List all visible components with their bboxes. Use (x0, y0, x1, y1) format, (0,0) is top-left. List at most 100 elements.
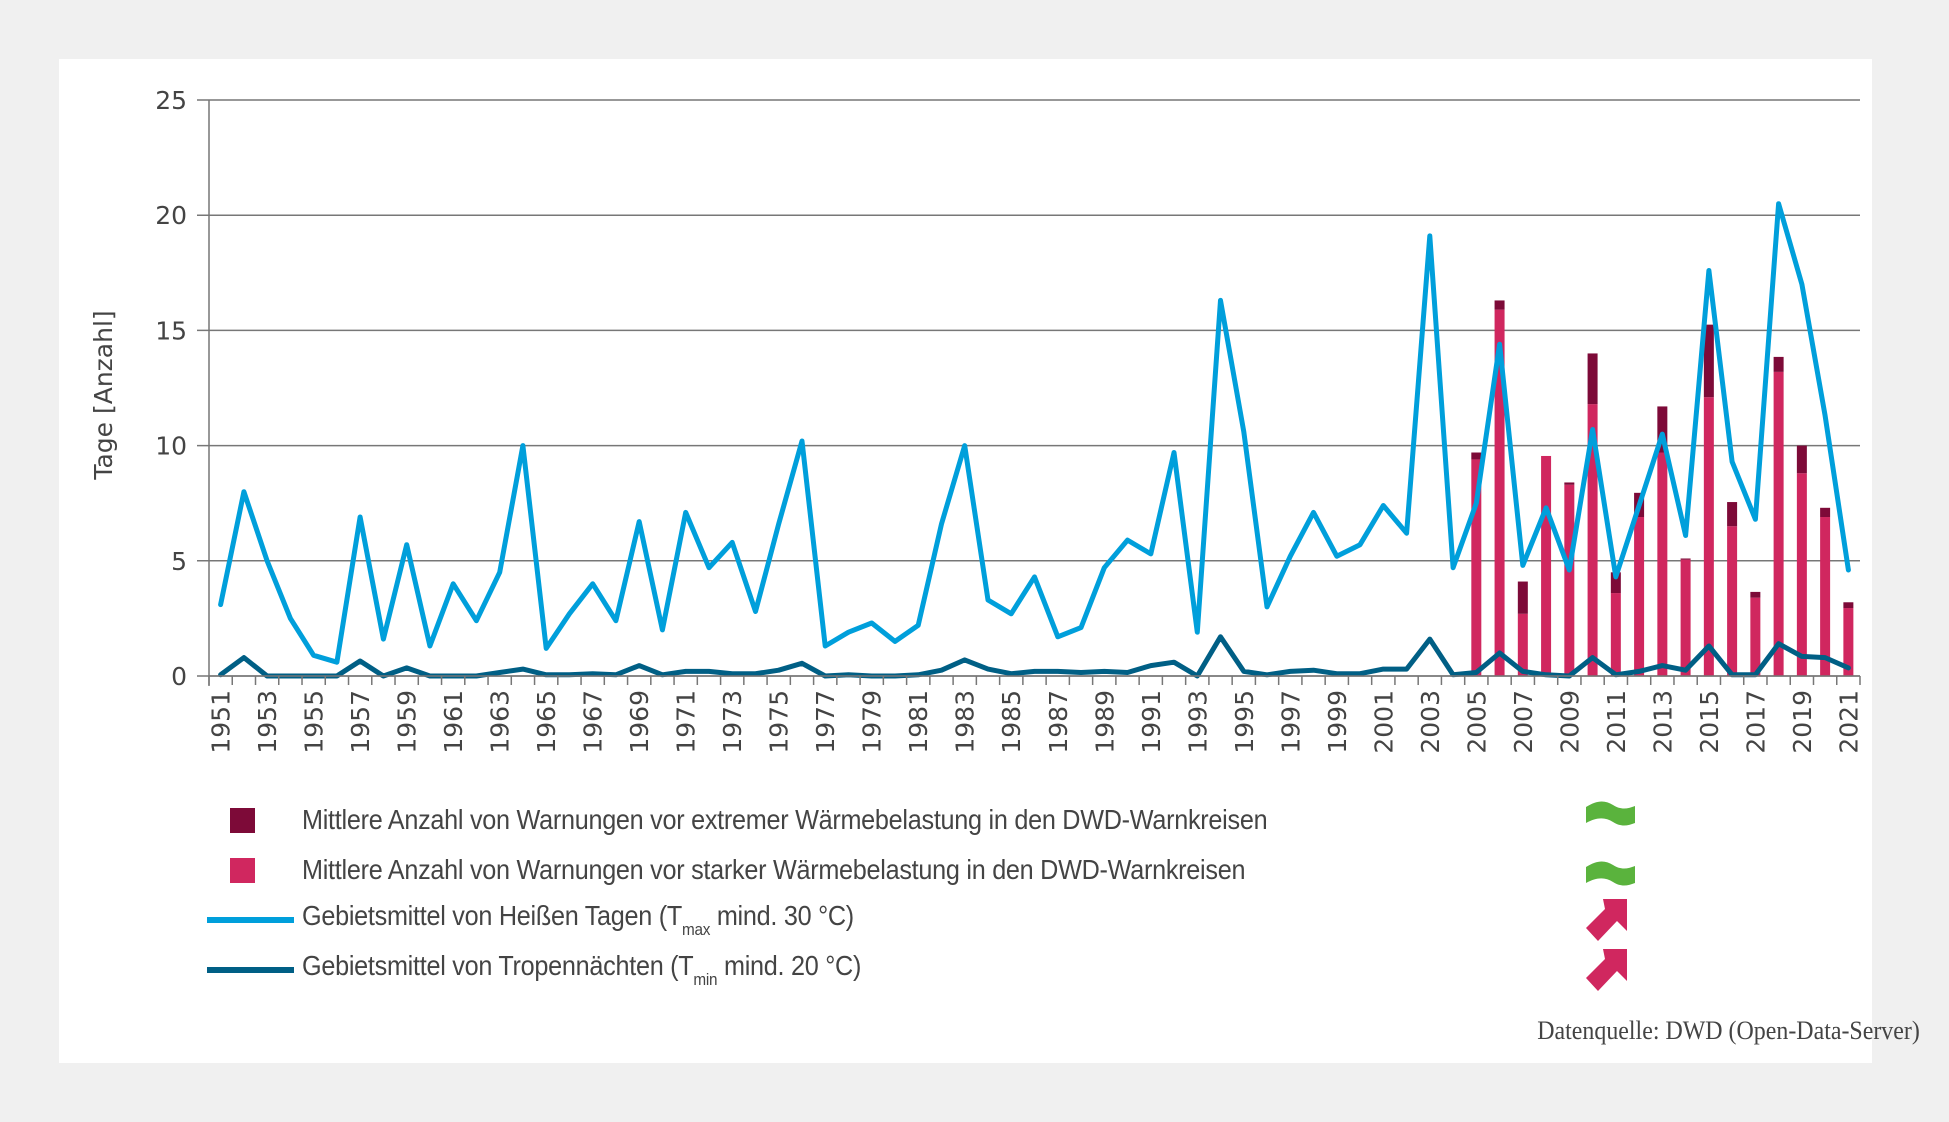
x-tick-label: 1957 (346, 690, 375, 754)
bars (1471, 300, 1854, 676)
y-axis-title: Tage [Anzahl] (89, 310, 118, 480)
x-axis: 1951 1953 1955 1957 1959 1961 1963 1965 1967 1969… (207, 675, 1863, 754)
x-tick-label: 1993 (1183, 690, 1212, 754)
legend-label: Gebietsmittel von Heißen Tagen (Tmax min… (302, 900, 854, 939)
bar-strong-warnings (1471, 459, 1482, 676)
x-tick-label: 1989 (1090, 690, 1119, 754)
x-tick-label: 1963 (486, 690, 515, 754)
tropical-nights-swatch (207, 967, 294, 973)
x-tick-label: 1979 (858, 690, 887, 754)
y-tick-label: 10 (155, 432, 187, 461)
x-tick-label: 2001 (1369, 690, 1398, 754)
bar-strong-warnings (1541, 455, 1552, 676)
bar-extreme-warnings (1703, 324, 1714, 398)
bar-extreme-warnings (1517, 581, 1528, 614)
x-tick-label: 1973 (718, 690, 747, 754)
x-tick-label: 1975 (765, 690, 794, 754)
legend-label: Mittlere Anzahl von Warnungen vor starke… (302, 854, 1246, 885)
x-tick-label: 1995 (1230, 690, 1259, 754)
x-tick-label: 1971 (672, 690, 701, 754)
bar-extreme-warnings (1843, 602, 1854, 609)
bar-strong-warnings (1517, 613, 1528, 676)
y-tick-label: 5 (171, 547, 187, 576)
bar-strong-warnings (1494, 309, 1505, 676)
bar-extreme-warnings (1727, 502, 1738, 527)
x-tick-label: 1969 (625, 690, 654, 754)
bar-strong-warnings (1587, 404, 1598, 676)
x-tick-label: 1951 (207, 690, 236, 754)
x-tick-label: 2013 (1648, 690, 1677, 754)
trend-up-icon (1586, 949, 1627, 991)
legend-label: Gebietsmittel von Tropennächten (Tmin mi… (302, 950, 862, 989)
x-tick-label: 2019 (1788, 690, 1817, 754)
x-tick-label: 1965 (532, 690, 561, 754)
lines (218, 201, 1851, 679)
x-tick-label: 1961 (439, 690, 468, 754)
x-tick-label: 1985 (997, 690, 1026, 754)
x-tick-label: 2011 (1602, 690, 1631, 754)
legend-item-hot-days: Gebietsmittel von Heißen Tagen (Tmax min… (205, 895, 1655, 945)
x-tick-label: 1991 (1137, 690, 1166, 754)
x-tick-label: 2017 (1741, 690, 1770, 754)
bar-extreme-warnings (1680, 558, 1691, 560)
legend-item-strong-warnings: Mittlere Anzahl von Warnungen vor starke… (205, 845, 1655, 895)
x-tick-label: 1955 (300, 690, 329, 754)
bar-extreme-warnings (1610, 572, 1621, 594)
extreme-warnings-swatch (230, 807, 255, 833)
bar-strong-warnings (1634, 517, 1645, 676)
bar-strong-warnings (1843, 608, 1854, 676)
strong-warnings-swatch (230, 857, 255, 883)
x-tick-label: 2015 (1695, 690, 1724, 754)
bar-strong-warnings (1820, 517, 1831, 676)
legend: Mittlere Anzahl von Warnungen vor extrem… (205, 795, 1655, 995)
x-tick-label: 1999 (1323, 690, 1352, 754)
y-tick-labels: 0 5 10 15 20 25 (155, 86, 187, 691)
legend-label: Mittlere Anzahl von Warnungen vor extrem… (302, 804, 1268, 835)
x-tick-label: 2007 (1509, 690, 1538, 754)
x-tick-label: 1977 (811, 690, 840, 754)
x-tick-label: 1981 (904, 690, 933, 754)
bar-strong-warnings (1680, 559, 1691, 676)
bar-extreme-warnings (1750, 591, 1761, 598)
trend-none-icon (1586, 801, 1635, 826)
x-tick-label: 1987 (1044, 690, 1073, 754)
line-tropical-nights (218, 634, 1851, 679)
bar-strong-warnings (1796, 473, 1807, 676)
bar-extreme-warnings (1587, 353, 1598, 405)
line-hot-days (218, 201, 1851, 665)
bar-extreme-warnings (1773, 356, 1784, 372)
bar-extreme-warnings (1471, 452, 1482, 460)
x-tick-label: 2003 (1416, 690, 1445, 754)
bar-extreme-warnings (1657, 406, 1668, 453)
bar-extreme-warnings (1820, 507, 1831, 518)
bar-strong-warnings (1703, 397, 1714, 676)
bar-strong-warnings (1750, 597, 1761, 676)
x-tick-label: 2009 (1555, 690, 1584, 754)
x-tick-label: 1997 (1276, 690, 1305, 754)
legend-item-tropical-nights: Gebietsmittel von Tropennächten (Tmin mi… (205, 945, 1655, 995)
x-tick-label: 1953 (253, 690, 282, 754)
y-tick-label: 15 (155, 316, 187, 345)
trend-none-icon (1586, 861, 1635, 886)
trend-up-icon (1586, 899, 1627, 941)
y-tick-label: 25 (155, 86, 187, 115)
bar-strong-warnings (1564, 484, 1575, 676)
y-tick-label: 20 (155, 201, 187, 230)
x-tick-label: 2021 (1834, 690, 1863, 754)
x-tick-label: 1983 (951, 690, 980, 754)
legend-item-extreme-warnings: Mittlere Anzahl von Warnungen vor extrem… (205, 795, 1655, 845)
bar-extreme-warnings (1564, 482, 1575, 485)
bar-strong-warnings (1657, 452, 1668, 676)
x-tick-label: 1967 (579, 690, 608, 754)
data-source-note: Datenquelle: DWD (Open-Data-Server) (1537, 1016, 1920, 1045)
x-tick-label: 1959 (393, 690, 422, 754)
bar-strong-warnings (1610, 593, 1621, 676)
bar-extreme-warnings (1796, 445, 1807, 474)
y-tick-label: 0 (171, 662, 187, 691)
bar-strong-warnings (1773, 371, 1784, 676)
hot-days-swatch (207, 917, 294, 923)
bar-extreme-warnings (1494, 300, 1505, 310)
x-tick-label: 2005 (1462, 690, 1491, 754)
bar-strong-warnings (1727, 526, 1738, 676)
